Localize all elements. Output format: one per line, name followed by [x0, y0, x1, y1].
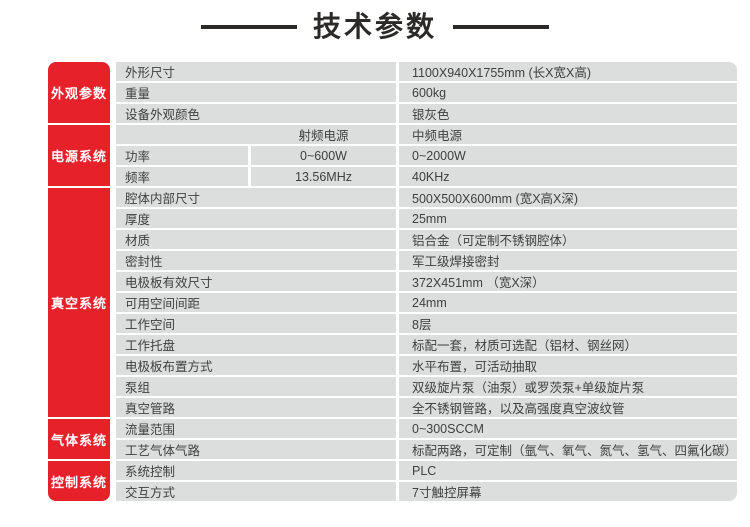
param-value: 25mm [399, 209, 738, 228]
param-name: 流量范围 [116, 419, 396, 438]
param-name: 频率 [116, 167, 248, 186]
section-label: 气体系统 [48, 419, 110, 459]
param-name: 电极板布置方式 [116, 356, 396, 375]
table-row: 外形尺寸 1100X940X1755mm (长X宽X高) [116, 62, 738, 81]
table-row: 交互方式 7寸触控屏幕 [116, 482, 738, 501]
power-type-mf: 中频电源 [399, 125, 738, 144]
table-row: 设备外观颜色 银灰色 [116, 104, 738, 123]
param-name: 工作空间 [116, 314, 396, 333]
param-name: 真空管路 [116, 398, 396, 417]
section-label: 控制系统 [48, 461, 110, 501]
title-right-dash [453, 25, 549, 29]
param-value-mf: 40KHz [399, 167, 738, 186]
table-row: 系统控制 PLC [116, 461, 738, 480]
param-name: 工作托盘 [116, 335, 396, 354]
param-value: 7寸触控屏幕 [399, 482, 738, 501]
param-value: 8层 [399, 314, 738, 333]
spec-rows-column: 外形尺寸 1100X940X1755mm (长X宽X高) 重量 600kg 设备外观颜色… [116, 62, 738, 501]
param-name: 工艺气体气路 [116, 440, 396, 459]
param-value: 水平布置，可活动抽取 [399, 356, 738, 375]
table-row: 材质 铝合金（可定制不锈钢腔体） [116, 230, 738, 249]
param-value: 1100X940X1755mm (长X宽X高) [399, 62, 738, 81]
power-type-cell: 射频电源 [116, 125, 396, 144]
section-label: 真空系统 [48, 188, 110, 417]
param-name: 设备外观颜色 [116, 104, 396, 123]
section-label-column: 外观参数 电源系统 真空系统 气体系统 控制系统 [48, 62, 110, 501]
param-value: 标配两路，可定制（氩气、氧气、氮气、氢气、四氟化碳） [399, 440, 738, 459]
table-row: 工艺气体气路 标配两路，可定制（氩气、氧气、氮气、氢气、四氟化碳） [116, 440, 738, 459]
table-row: 厚度 25mm [116, 209, 738, 228]
param-name: 系统控制 [116, 461, 396, 480]
param-value: 372X451mm （宽X深） [399, 272, 738, 291]
param-name: 泵组 [116, 377, 396, 396]
table-row: 腔体内部尺寸 500X500X600mm (宽X高X深) [116, 188, 738, 207]
param-value: 24mm [399, 293, 738, 312]
param-name: 材质 [116, 230, 396, 249]
table-row: 频率 13.56MHz 40KHz [116, 167, 738, 186]
table-row: 真空管路 全不锈钢管路，以及高强度真空波纹管 [116, 398, 738, 417]
param-value: 0~300SCCM [399, 419, 738, 438]
param-name: 可用空间间距 [116, 293, 396, 312]
table-row: 工作托盘 标配一套，材质可选配（铝材、钢丝网） [116, 335, 738, 354]
param-value: 500X500X600mm (宽X高X深) [399, 188, 738, 207]
table-row: 流量范围 0~300SCCM [116, 419, 738, 438]
param-name: 密封性 [116, 251, 396, 270]
table-row: 工作空间 8层 [116, 314, 738, 333]
param-name: 功率 [116, 146, 248, 165]
power-type-rf: 射频电源 [298, 129, 349, 143]
param-value: PLC [399, 461, 738, 480]
table-row: 电极板布置方式 水平布置，可活动抽取 [116, 356, 738, 375]
table-row: 功率 0~600W 0~2000W [116, 146, 738, 165]
page-title-block: 技术参数 [0, 6, 750, 48]
param-name: 电极板有效尺寸 [116, 272, 396, 291]
table-row: 射频电源 中频电源 [116, 125, 738, 144]
param-name: 腔体内部尺寸 [116, 188, 396, 207]
section-label: 电源系统 [48, 125, 110, 186]
param-value: 军工级焊接密封 [399, 251, 738, 270]
param-value: 标配一套，材质可选配（铝材、钢丝网） [399, 335, 738, 354]
param-name: 厚度 [116, 209, 396, 228]
param-value: 银灰色 [399, 104, 738, 123]
param-value: 双级旋片泵（油泵）或罗茨泵+单级旋片泵 [399, 377, 738, 396]
table-row: 电极板有效尺寸 372X451mm （宽X深） [116, 272, 738, 291]
param-value: 铝合金（可定制不锈钢腔体） [399, 230, 738, 249]
param-value-rf: 0~600W [251, 146, 396, 165]
table-row: 密封性 军工级焊接密封 [116, 251, 738, 270]
spec-table: 外观参数 电源系统 真空系统 气体系统 控制系统 外形尺寸 1100X940X1755mm… [48, 62, 738, 501]
param-name: 交互方式 [116, 482, 396, 501]
param-value: 全不锈钢管路，以及高强度真空波纹管 [399, 398, 738, 417]
param-name: 重量 [116, 83, 396, 102]
param-name: 外形尺寸 [116, 62, 396, 81]
title-left-dash [200, 25, 297, 29]
table-row: 泵组 双级旋片泵（油泵）或罗茨泵+单级旋片泵 [116, 377, 738, 396]
param-value: 600kg [399, 83, 738, 102]
param-value-mf: 0~2000W [399, 146, 738, 165]
table-row: 可用空间间距 24mm [116, 293, 738, 312]
page-title: 技术参数 [312, 11, 437, 42]
param-value-rf: 13.56MHz [251, 167, 396, 186]
section-label: 外观参数 [48, 62, 110, 123]
table-row: 重量 600kg [116, 83, 738, 102]
